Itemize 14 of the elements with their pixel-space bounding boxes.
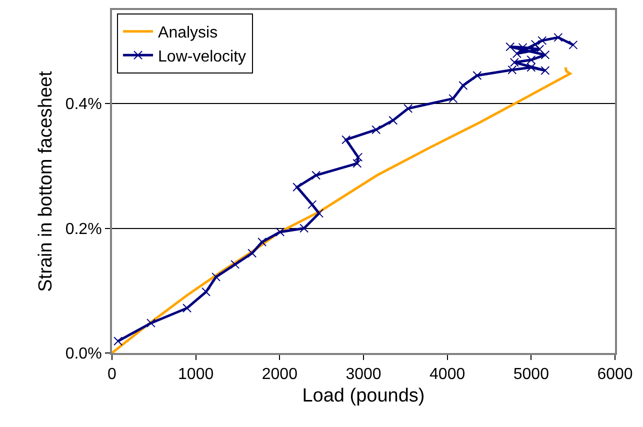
y-axis-title: Strain in bottom facesheet	[36, 70, 57, 292]
y-tick-label: 0.2%	[65, 220, 102, 238]
x-axis-title: Load (pounds)	[302, 386, 425, 406]
legend-label: Low-velocity	[158, 48, 246, 66]
x-tick-label: 3000	[346, 366, 382, 384]
x-tick-label: 2000	[262, 366, 298, 384]
x-tick-label: 6000	[597, 366, 633, 384]
x-tick-label: 1000	[178, 366, 214, 384]
x-tick-label: 0	[108, 366, 117, 384]
x-tick-label: 4000	[430, 366, 466, 384]
y-tick-label: 0.0%	[65, 346, 102, 363]
x-tick-label: 5000	[513, 366, 550, 384]
legend-label: Analysis	[158, 24, 218, 42]
y-tick-label: 0.4%	[65, 96, 102, 114]
